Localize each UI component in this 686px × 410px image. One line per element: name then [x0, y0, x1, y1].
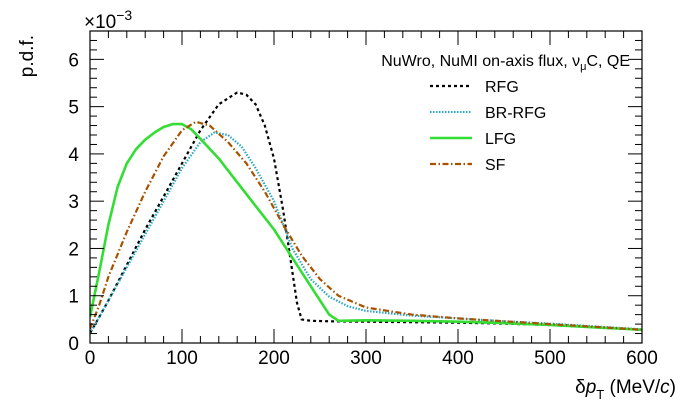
x-tick-label: 600 — [626, 348, 658, 369]
axes: 0 100 200 300 400 500 600 0 1 2 3 4 5 6 — [68, 30, 658, 369]
y-tick-label: 5 — [68, 98, 79, 119]
series-line-rfg — [90, 91, 642, 335]
series-line-br-rfg — [90, 131, 642, 335]
legend: RFG BR-RFG LFG SF — [430, 79, 546, 174]
plot-area — [90, 91, 642, 335]
legend-label-sf: SF — [485, 157, 506, 174]
chart-annotation: NuWro, NuMI on-axis flux, νμC, QE — [381, 53, 630, 73]
y-multiplier: ×10−3 — [84, 7, 132, 33]
y-tick-label: 1 — [68, 287, 79, 308]
x-axis-label: δpT (MeV/c) — [575, 377, 676, 402]
y-tick-label: 0 — [68, 334, 79, 355]
x-tick-label: 300 — [350, 348, 382, 369]
y-axis-label: p.d.f. — [17, 35, 38, 77]
y-tick-label: 6 — [68, 50, 79, 71]
legend-label-br-rfg: BR-RFG — [485, 105, 546, 122]
y-tick-label: 2 — [68, 239, 79, 260]
series-line-lfg — [90, 122, 642, 332]
y-tick-label: 4 — [68, 145, 79, 166]
x-tick-label: 0 — [85, 348, 96, 369]
y-tick-label: 3 — [68, 192, 79, 213]
x-tick-label: 100 — [166, 348, 198, 369]
x-tick-label: 400 — [442, 348, 474, 369]
y-multiplier-exponent: −3 — [116, 7, 132, 23]
legend-label-rfg: RFG — [485, 79, 519, 96]
x-tick-label: 500 — [534, 348, 566, 369]
x-tick-label: 200 — [258, 348, 290, 369]
series-line-sf — [90, 120, 642, 331]
legend-label-lfg: LFG — [485, 131, 516, 148]
